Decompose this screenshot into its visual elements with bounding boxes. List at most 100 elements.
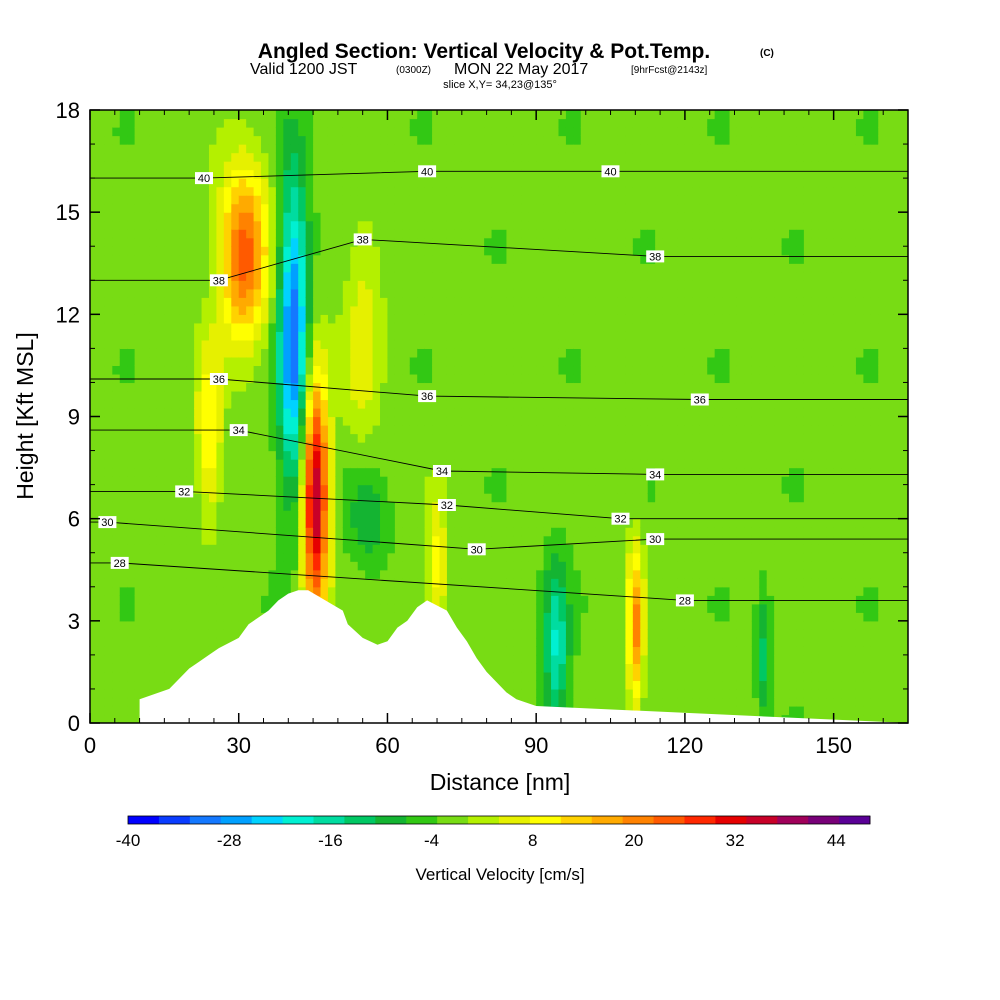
velocity-cell (194, 152, 203, 162)
velocity-cell (357, 135, 366, 145)
velocity-cell (528, 620, 537, 630)
velocity-cell (543, 118, 552, 128)
velocity-cell (402, 263, 411, 273)
velocity-cell (454, 288, 463, 298)
velocity-cell (424, 246, 433, 256)
velocity-cell (476, 527, 485, 537)
velocity-cell (565, 680, 574, 690)
velocity-cell (231, 314, 240, 324)
velocity-cell (97, 595, 106, 605)
velocity-cell (380, 484, 389, 494)
velocity-cell (194, 229, 203, 239)
velocity-cell (186, 331, 195, 341)
velocity-cell (357, 535, 366, 545)
velocity-cell (513, 407, 522, 418)
velocity-cell (342, 407, 351, 418)
velocity-cell (506, 297, 515, 307)
velocity-cell (104, 305, 113, 315)
velocity-cell (305, 161, 314, 171)
velocity-cell (439, 144, 448, 154)
velocity-cell (565, 467, 574, 477)
velocity-cell (238, 305, 247, 315)
velocity-cell (238, 603, 247, 613)
velocity-cell (231, 603, 240, 613)
velocity-cell (521, 229, 530, 239)
velocity-cell (164, 527, 173, 537)
velocity-cell (342, 135, 351, 145)
velocity-cell (179, 195, 188, 205)
velocity-cell (261, 433, 270, 443)
velocity-cell (90, 246, 99, 256)
velocity-cell (513, 144, 522, 154)
velocity-cell (536, 671, 545, 682)
velocity-cell (603, 578, 612, 588)
velocity-cell (268, 425, 277, 435)
velocity-cell (461, 203, 470, 213)
velocity-cell (357, 433, 366, 443)
velocity-cell (580, 620, 589, 630)
velocity-cell (223, 493, 232, 503)
velocity-cell (149, 135, 158, 145)
velocity-cell (223, 382, 232, 392)
velocity-cell (327, 501, 336, 511)
velocity-cell (551, 322, 560, 332)
velocity-cell (469, 569, 478, 579)
velocity-cell (97, 450, 106, 460)
velocity-cell (595, 152, 604, 162)
velocity-cell (90, 186, 99, 196)
velocity-cell (97, 263, 106, 273)
velocity-cell (595, 178, 604, 188)
velocity-cell (439, 433, 448, 443)
velocity-cell (253, 237, 262, 247)
velocity-cell (261, 271, 270, 281)
velocity-cell (513, 637, 522, 647)
velocity-cell (283, 203, 292, 213)
velocity-cell (357, 178, 366, 188)
velocity-cell (298, 280, 307, 290)
velocity-cell (454, 135, 463, 145)
velocity-cell (476, 586, 485, 596)
velocity-cell (380, 425, 389, 435)
velocity-cell (528, 186, 537, 196)
velocity-cell (446, 169, 455, 179)
velocity-cell (305, 561, 314, 571)
velocity-cell (164, 271, 173, 281)
velocity-cell (164, 203, 173, 213)
velocity-cell (588, 544, 597, 554)
velocity-cell (536, 161, 545, 171)
velocity-cell (372, 620, 381, 630)
velocity-cell (543, 254, 552, 264)
velocity-cell (528, 118, 537, 128)
velocity-cell (409, 246, 418, 256)
velocity-cell (580, 535, 589, 545)
velocity-cell (484, 595, 493, 605)
velocity-cell (543, 544, 552, 554)
slice-label: slice X,Y= 34,23@135° (443, 79, 557, 91)
velocity-cell (595, 578, 604, 588)
velocity-cell (90, 348, 99, 358)
velocity-cell (357, 169, 366, 179)
velocity-cell (268, 561, 277, 571)
velocity-cell (246, 237, 255, 247)
velocity-cell (454, 450, 463, 460)
velocity-cell (119, 161, 128, 171)
velocity-cell (186, 297, 195, 307)
velocity-cell (327, 459, 336, 469)
velocity-cell (446, 459, 455, 469)
velocity-cell (588, 161, 597, 171)
velocity-cell (156, 629, 165, 639)
velocity-cell (499, 203, 508, 213)
velocity-cell (588, 697, 597, 707)
velocity-cell (231, 552, 240, 562)
velocity-cell (90, 442, 99, 452)
velocity-cell (558, 186, 567, 196)
velocity-cell (350, 331, 359, 341)
velocity-cell (201, 339, 210, 349)
velocity-cell (134, 459, 143, 469)
velocity-cell (335, 595, 344, 605)
velocity-cell (551, 527, 560, 537)
velocity-cell (491, 476, 500, 486)
velocity-cell (149, 127, 158, 137)
velocity-cell (327, 407, 336, 418)
velocity-cell (127, 314, 136, 324)
